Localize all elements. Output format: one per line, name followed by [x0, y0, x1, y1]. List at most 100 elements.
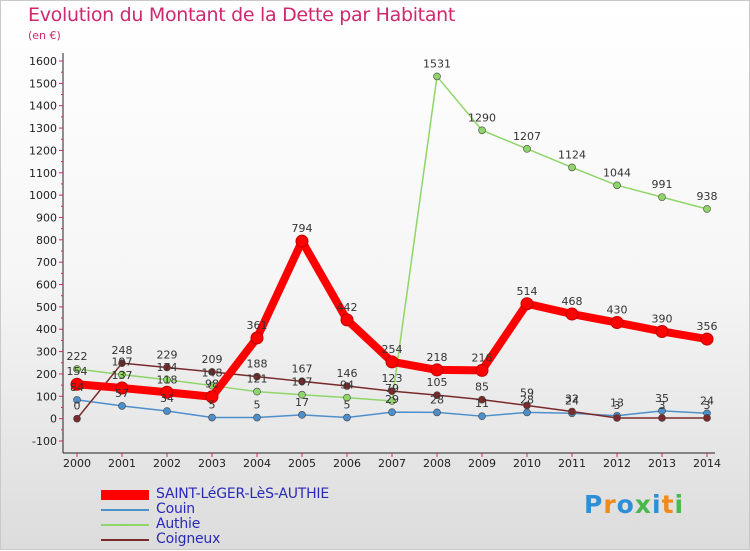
data-point-coigneux	[298, 377, 306, 386]
legend-label: SAINT-LéGER-LèS-AUTHIE	[156, 486, 329, 502]
data-point-couin	[478, 412, 486, 420]
data-point-couin	[523, 408, 531, 417]
logo-letter: i	[652, 490, 662, 519]
y-tick-label: -100	[32, 435, 57, 448]
data-label-authie: 79	[385, 382, 399, 395]
data-label-couin: 17	[295, 396, 309, 409]
data-point-saint-l-ger-l-s-authie	[385, 355, 399, 369]
x-tick-label: 2001	[108, 457, 136, 470]
logo-letter: i	[674, 490, 685, 519]
data-point-authie	[208, 381, 216, 390]
data-point-authie	[73, 365, 81, 373]
data-label-authie: 938	[697, 190, 718, 203]
data-label-coigneux: 123	[382, 372, 403, 385]
data-point-saint-l-ger-l-s-authie	[430, 363, 444, 377]
data-point-authie	[523, 145, 531, 153]
data-point-saint-l-ger-l-s-authie	[70, 377, 84, 391]
data-point-authie	[343, 393, 351, 402]
y-tick-label: 1500	[29, 77, 57, 90]
data-label-saint-l-ger-l-s-authie: 98	[205, 378, 219, 391]
legend-swatch	[101, 509, 149, 511]
data-label-saint-l-ger-l-s-authie: 361	[247, 319, 268, 332]
data-point-coigneux	[253, 372, 261, 381]
y-tick-label: 200	[36, 368, 57, 381]
data-label-coigneux: 3	[614, 399, 621, 412]
y-tick-label: 1000	[29, 189, 57, 202]
logo-letter: r	[603, 490, 617, 519]
data-point-coigneux	[433, 391, 441, 399]
x-tick-label: 2006	[333, 457, 361, 470]
x-tick-label: 2007	[378, 457, 406, 470]
data-point-coigneux	[118, 359, 126, 368]
data-label-saint-l-ger-l-s-authie: 794	[292, 222, 313, 235]
data-point-authie	[163, 375, 171, 384]
legend-swatch	[101, 490, 149, 500]
data-point-couin	[253, 413, 261, 422]
y-tick-label: 1600	[29, 55, 57, 68]
data-label-saint-l-ger-l-s-authie: 218	[427, 351, 448, 364]
legend-label: Authie	[156, 516, 201, 532]
logo-letter: x	[634, 490, 652, 519]
data-label-authie: 121	[247, 373, 268, 386]
data-label-saint-l-ger-l-s-authie: 216	[472, 351, 493, 364]
y-tick-label: 0	[50, 413, 57, 426]
data-point-coigneux	[388, 387, 396, 395]
x-tick-label: 2014	[693, 457, 721, 470]
data-point-saint-l-ger-l-s-authie	[610, 316, 624, 330]
data-label-saint-l-ger-l-s-authie: 430	[607, 304, 628, 317]
data-label-saint-l-ger-l-s-authie: 118	[157, 373, 178, 386]
data-point-authie	[433, 72, 441, 81]
data-point-coigneux	[568, 407, 576, 416]
data-point-couin	[118, 402, 126, 410]
data-label-couin: 24	[565, 394, 579, 407]
data-point-saint-l-ger-l-s-authie	[115, 381, 129, 395]
data-label-couin: 28	[430, 393, 444, 406]
data-label-coigneux: 3	[704, 399, 711, 412]
data-label-authie: 1207	[513, 130, 541, 143]
data-label-authie: 1531	[423, 57, 451, 70]
data-label-saint-l-ger-l-s-authie: 356	[697, 320, 718, 333]
data-point-couin	[298, 411, 306, 419]
y-tick-label: 100	[36, 390, 57, 403]
data-point-saint-l-ger-l-s-authie	[205, 390, 219, 404]
data-label-saint-l-ger-l-s-authie: 442	[337, 301, 358, 314]
data-point-authie	[298, 390, 306, 399]
data-label-couin: 28	[520, 393, 534, 406]
legend-swatch	[101, 524, 149, 526]
data-label-couin: 5	[209, 399, 216, 412]
data-point-authie	[118, 370, 126, 379]
data-point-authie	[388, 397, 396, 405]
data-label-coigneux: 3	[659, 399, 666, 412]
y-tick-label: 500	[36, 301, 57, 314]
y-tick-label: 400	[36, 323, 57, 336]
data-label-couin: 5	[344, 399, 351, 412]
data-point-couin	[433, 408, 441, 417]
legend-label: Coigneux	[156, 531, 221, 547]
data-point-saint-l-ger-l-s-authie	[520, 297, 534, 311]
data-point-authie	[478, 126, 486, 135]
data-label-authie: 197	[112, 356, 133, 369]
data-label-couin: 34	[160, 392, 174, 405]
data-label-authie: 991	[652, 178, 673, 191]
x-tick-label: 2005	[288, 457, 316, 470]
data-label-authie: 222	[67, 350, 88, 363]
y-tick-label: 1400	[29, 100, 57, 113]
logo-letter: t	[661, 490, 675, 519]
data-point-authie	[658, 193, 666, 201]
data-point-authie	[613, 181, 621, 190]
data-point-couin	[208, 413, 216, 422]
x-tick-label: 2002	[153, 457, 181, 470]
data-label-coigneux: 105	[427, 376, 448, 389]
data-point-coigneux	[163, 363, 171, 372]
data-label-couin: 84	[70, 381, 84, 394]
x-tick-label: 2010	[513, 457, 541, 470]
y-tick-label: 900	[36, 211, 57, 224]
x-tick-label: 2012	[603, 457, 631, 470]
data-point-authie	[568, 163, 576, 172]
data-point-couin	[73, 396, 81, 404]
logo-letter: o	[616, 490, 635, 519]
data-point-couin	[163, 407, 171, 415]
chart-title: Evolution du Montant de la Dette par Hab…	[28, 4, 456, 26]
proxiti-logo: Proxiti	[584, 490, 684, 519]
